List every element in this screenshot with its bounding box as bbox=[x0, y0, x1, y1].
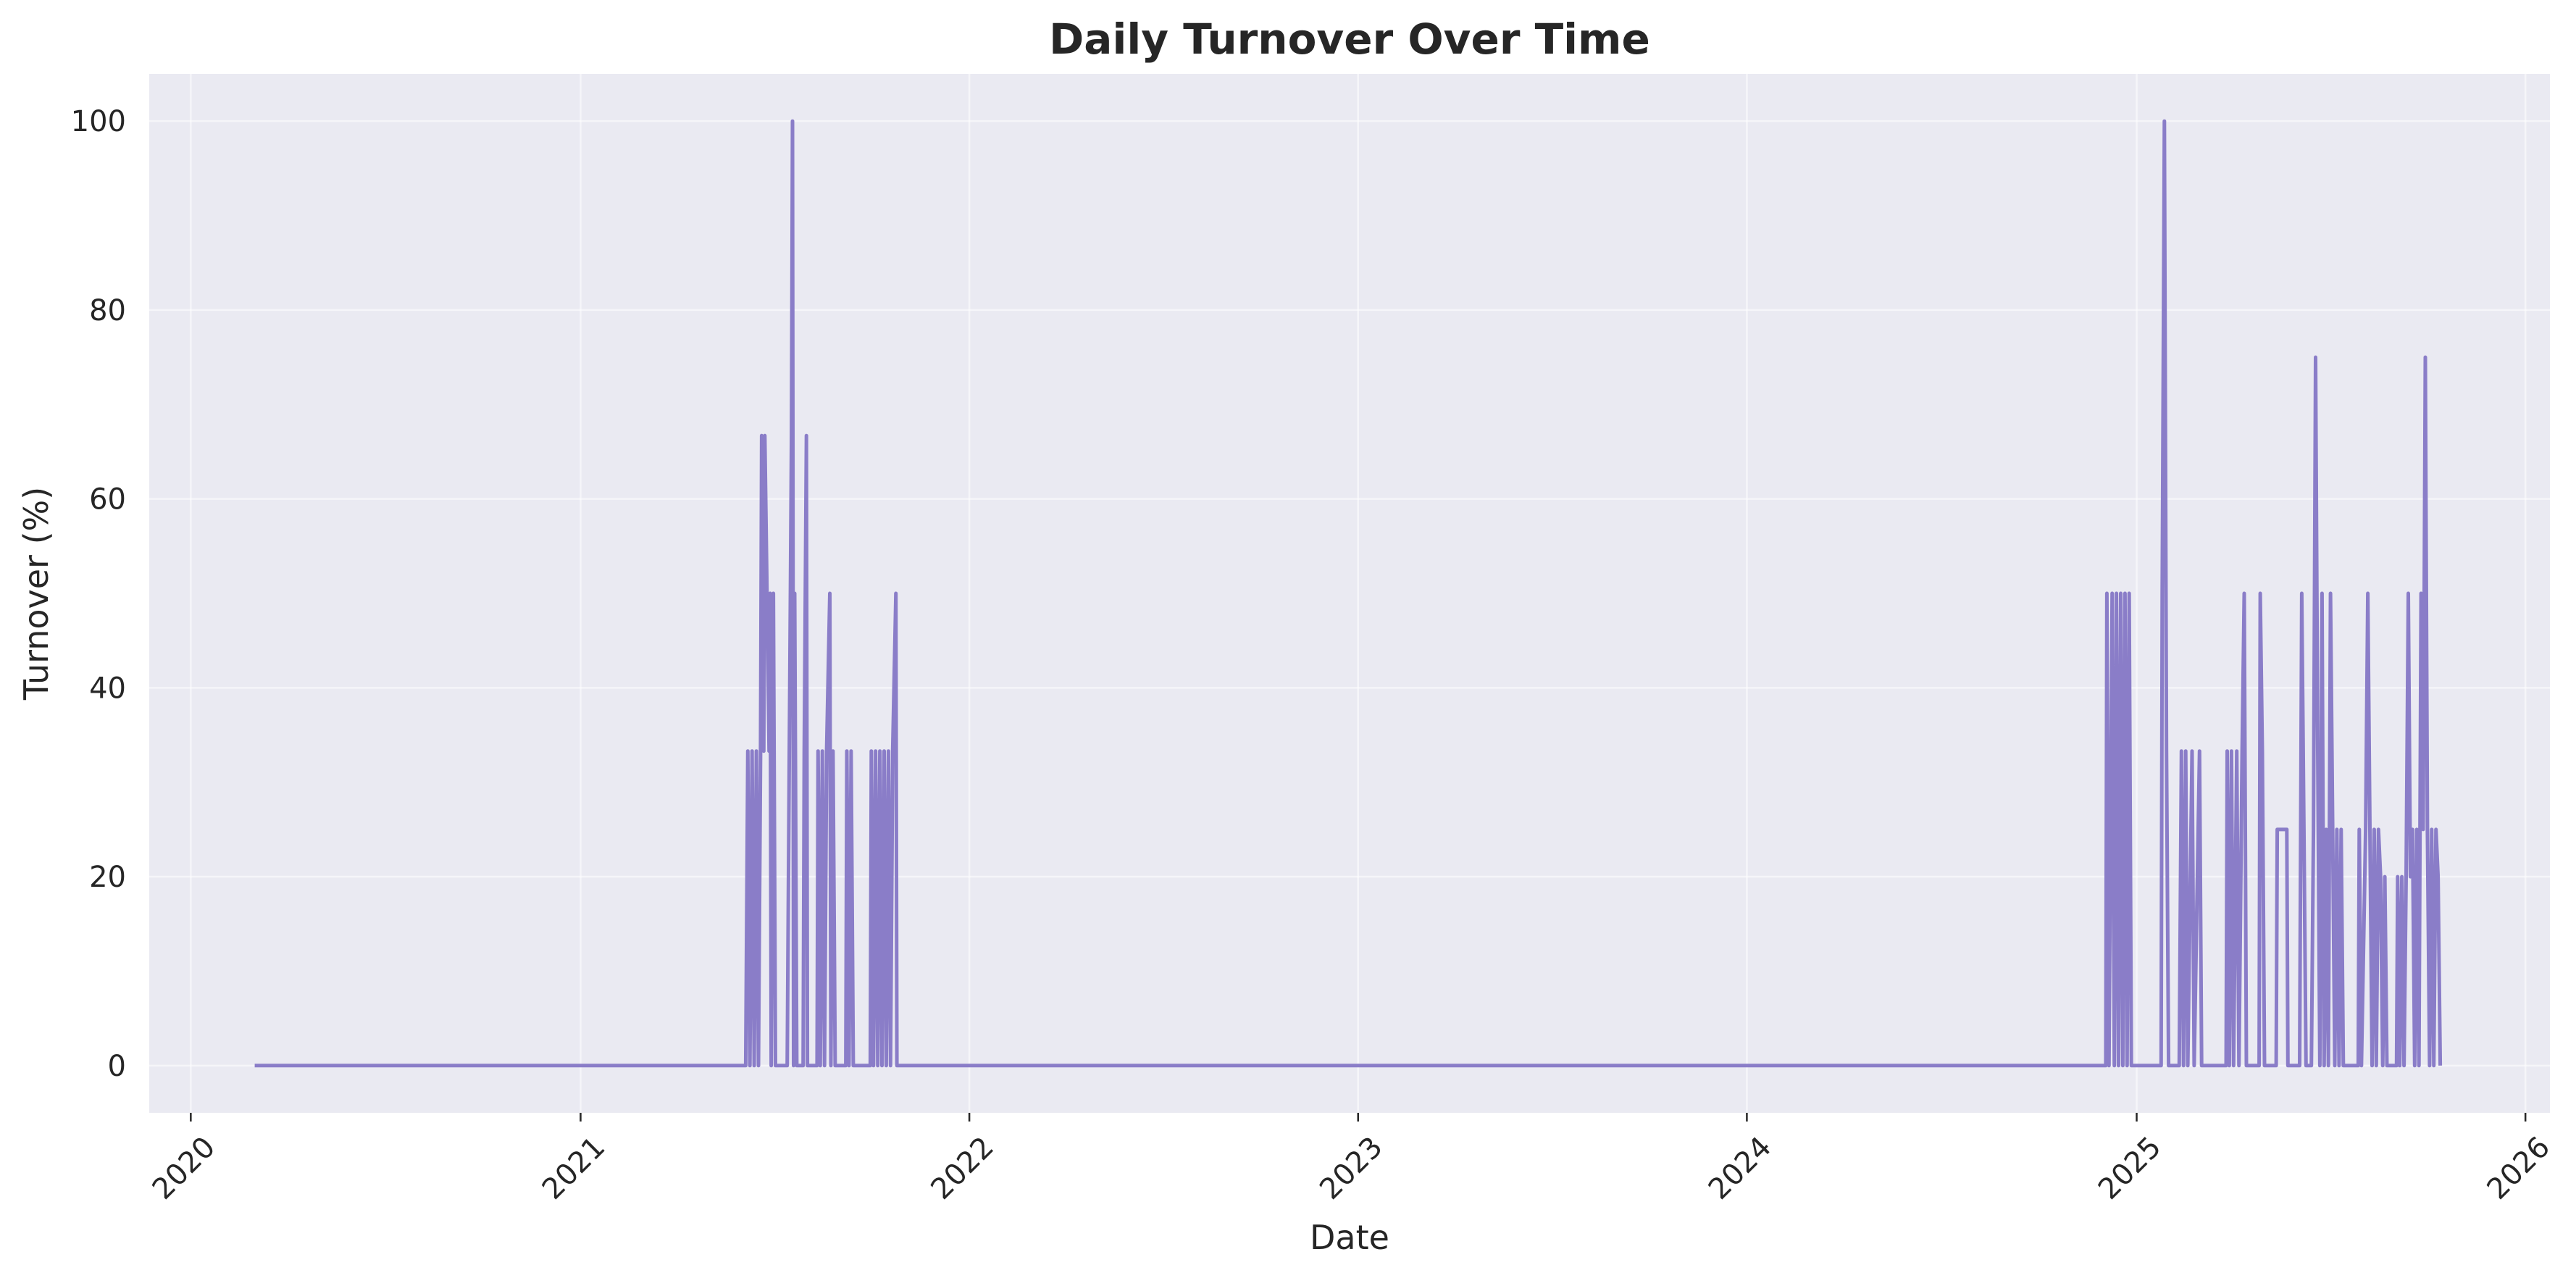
x-tick-label: 2021 bbox=[536, 1130, 612, 1206]
y-tick-label: 20 bbox=[89, 861, 126, 894]
plot-background bbox=[149, 74, 2550, 1113]
x-axis-label: Date bbox=[1310, 1218, 1389, 1257]
y-tick-label: 0 bbox=[108, 1050, 126, 1083]
x-tick-label: 2024 bbox=[1702, 1130, 1778, 1206]
y-tick-label: 40 bbox=[89, 672, 126, 705]
y-axis-ticks: 0 20 40 60 80 100 bbox=[71, 105, 126, 1083]
y-axis-label: Turnover (%) bbox=[17, 487, 56, 701]
chart-title: Daily Turnover Over Time bbox=[1049, 14, 1650, 64]
x-axis-ticks: 2020 2021 2022 2023 2024 2025 2026 bbox=[146, 1113, 2556, 1206]
x-tick-label: 2023 bbox=[1313, 1130, 1389, 1206]
x-tick-label: 2020 bbox=[146, 1130, 222, 1206]
y-tick-label: 100 bbox=[71, 105, 126, 138]
x-tick-label: 2025 bbox=[2092, 1130, 2168, 1206]
x-tick-label: 2022 bbox=[924, 1130, 1000, 1206]
turnover-series-line bbox=[254, 119, 2443, 1068]
y-tick-label: 60 bbox=[89, 483, 126, 517]
x-tick-label: 2026 bbox=[2481, 1130, 2557, 1206]
y-tick-label: 80 bbox=[89, 294, 126, 327]
